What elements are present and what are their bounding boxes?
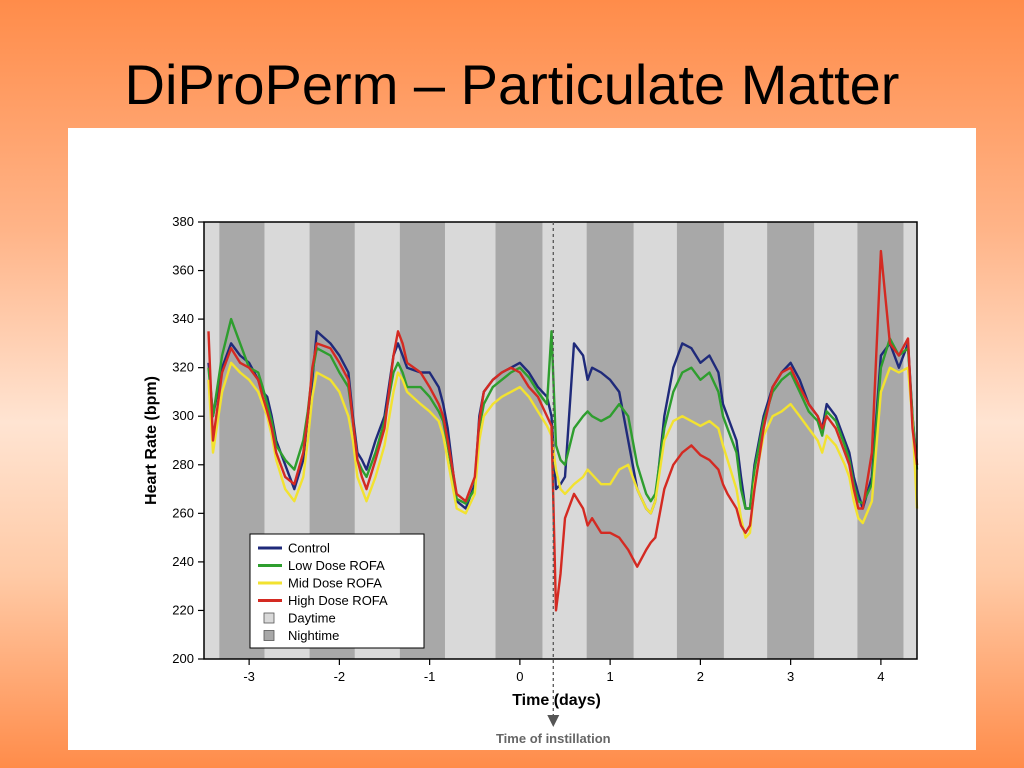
day-night-bands: [204, 222, 917, 659]
series-line-high-dose-rofa: [207, 249, 919, 612]
axes: 200 220 240 260 280 300 320 340 360 380 -3 -2 -1 0 1 2 3…: [143, 214, 918, 709]
y-tick-label: 300: [172, 408, 194, 423]
legend-box: [249, 533, 425, 649]
y-tick-label: 260: [172, 505, 194, 520]
y-tick-label: 240: [172, 554, 194, 569]
legend-label: Low Dose ROFA: [288, 558, 385, 573]
nighttime-band-7: [857, 222, 904, 659]
nighttime-band-4: [586, 222, 634, 659]
y-tick-label: 380: [172, 214, 194, 229]
y-tick-label: 340: [172, 311, 194, 326]
legend-label: Mid Dose ROFA: [288, 576, 382, 591]
series-line-mid-dose-rofa: [207, 361, 919, 539]
legend-swatch: [263, 612, 275, 624]
instillation-marker: Time of instillation: [496, 222, 611, 746]
nighttime-band-3: [495, 222, 543, 659]
y-axis-label: Heart Rate (bpm): [143, 376, 160, 505]
instillation-arrow: [547, 715, 560, 727]
instillation-label: Time of instillation: [496, 731, 611, 746]
y-tick-label: 320: [172, 360, 194, 375]
nighttime-band-5: [676, 222, 724, 659]
x-tick-label: 2: [697, 669, 704, 684]
y-tick-label: 280: [172, 457, 194, 472]
nighttime-band-6: [767, 222, 815, 659]
x-tick-label: -2: [334, 669, 346, 684]
x-tick-label: -3: [243, 669, 255, 684]
y-tick-label: 220: [172, 602, 194, 617]
legend-label: Nightime: [288, 628, 339, 643]
x-tick-label: 3: [787, 669, 794, 684]
legend-label: Daytime: [288, 611, 336, 626]
legend-label: Control: [288, 541, 330, 556]
series-lines: [207, 249, 919, 612]
x-axis-label: Time (days): [512, 692, 601, 709]
chart-panel: 200 220 240 260 280 300 320 340 360 380 -3 -2 -1 0 1 2 3…: [68, 128, 976, 750]
y-tick-label: 200: [172, 651, 194, 666]
legend: Control Low Dose ROFA Mid Dose ROFA High Do…: [249, 533, 425, 649]
plot-frame: [203, 221, 918, 660]
legend-label: High Dose ROFA: [288, 593, 388, 608]
y-tick-label: 360: [172, 263, 194, 278]
heart-rate-chart: 200 220 240 260 280 300 320 340 360 380 -3 -2 -1 0 1 2 3…: [143, 214, 919, 746]
x-tick-label: 1: [607, 669, 614, 684]
slide-title: DiProPerm – Particulate Matter: [124, 53, 900, 116]
legend-swatch: [263, 630, 275, 641]
x-tick-label: 4: [877, 669, 884, 684]
x-tick-label: 0: [516, 669, 523, 684]
x-tick-label: -1: [424, 669, 436, 684]
series-line-low-dose-rofa: [207, 317, 919, 510]
